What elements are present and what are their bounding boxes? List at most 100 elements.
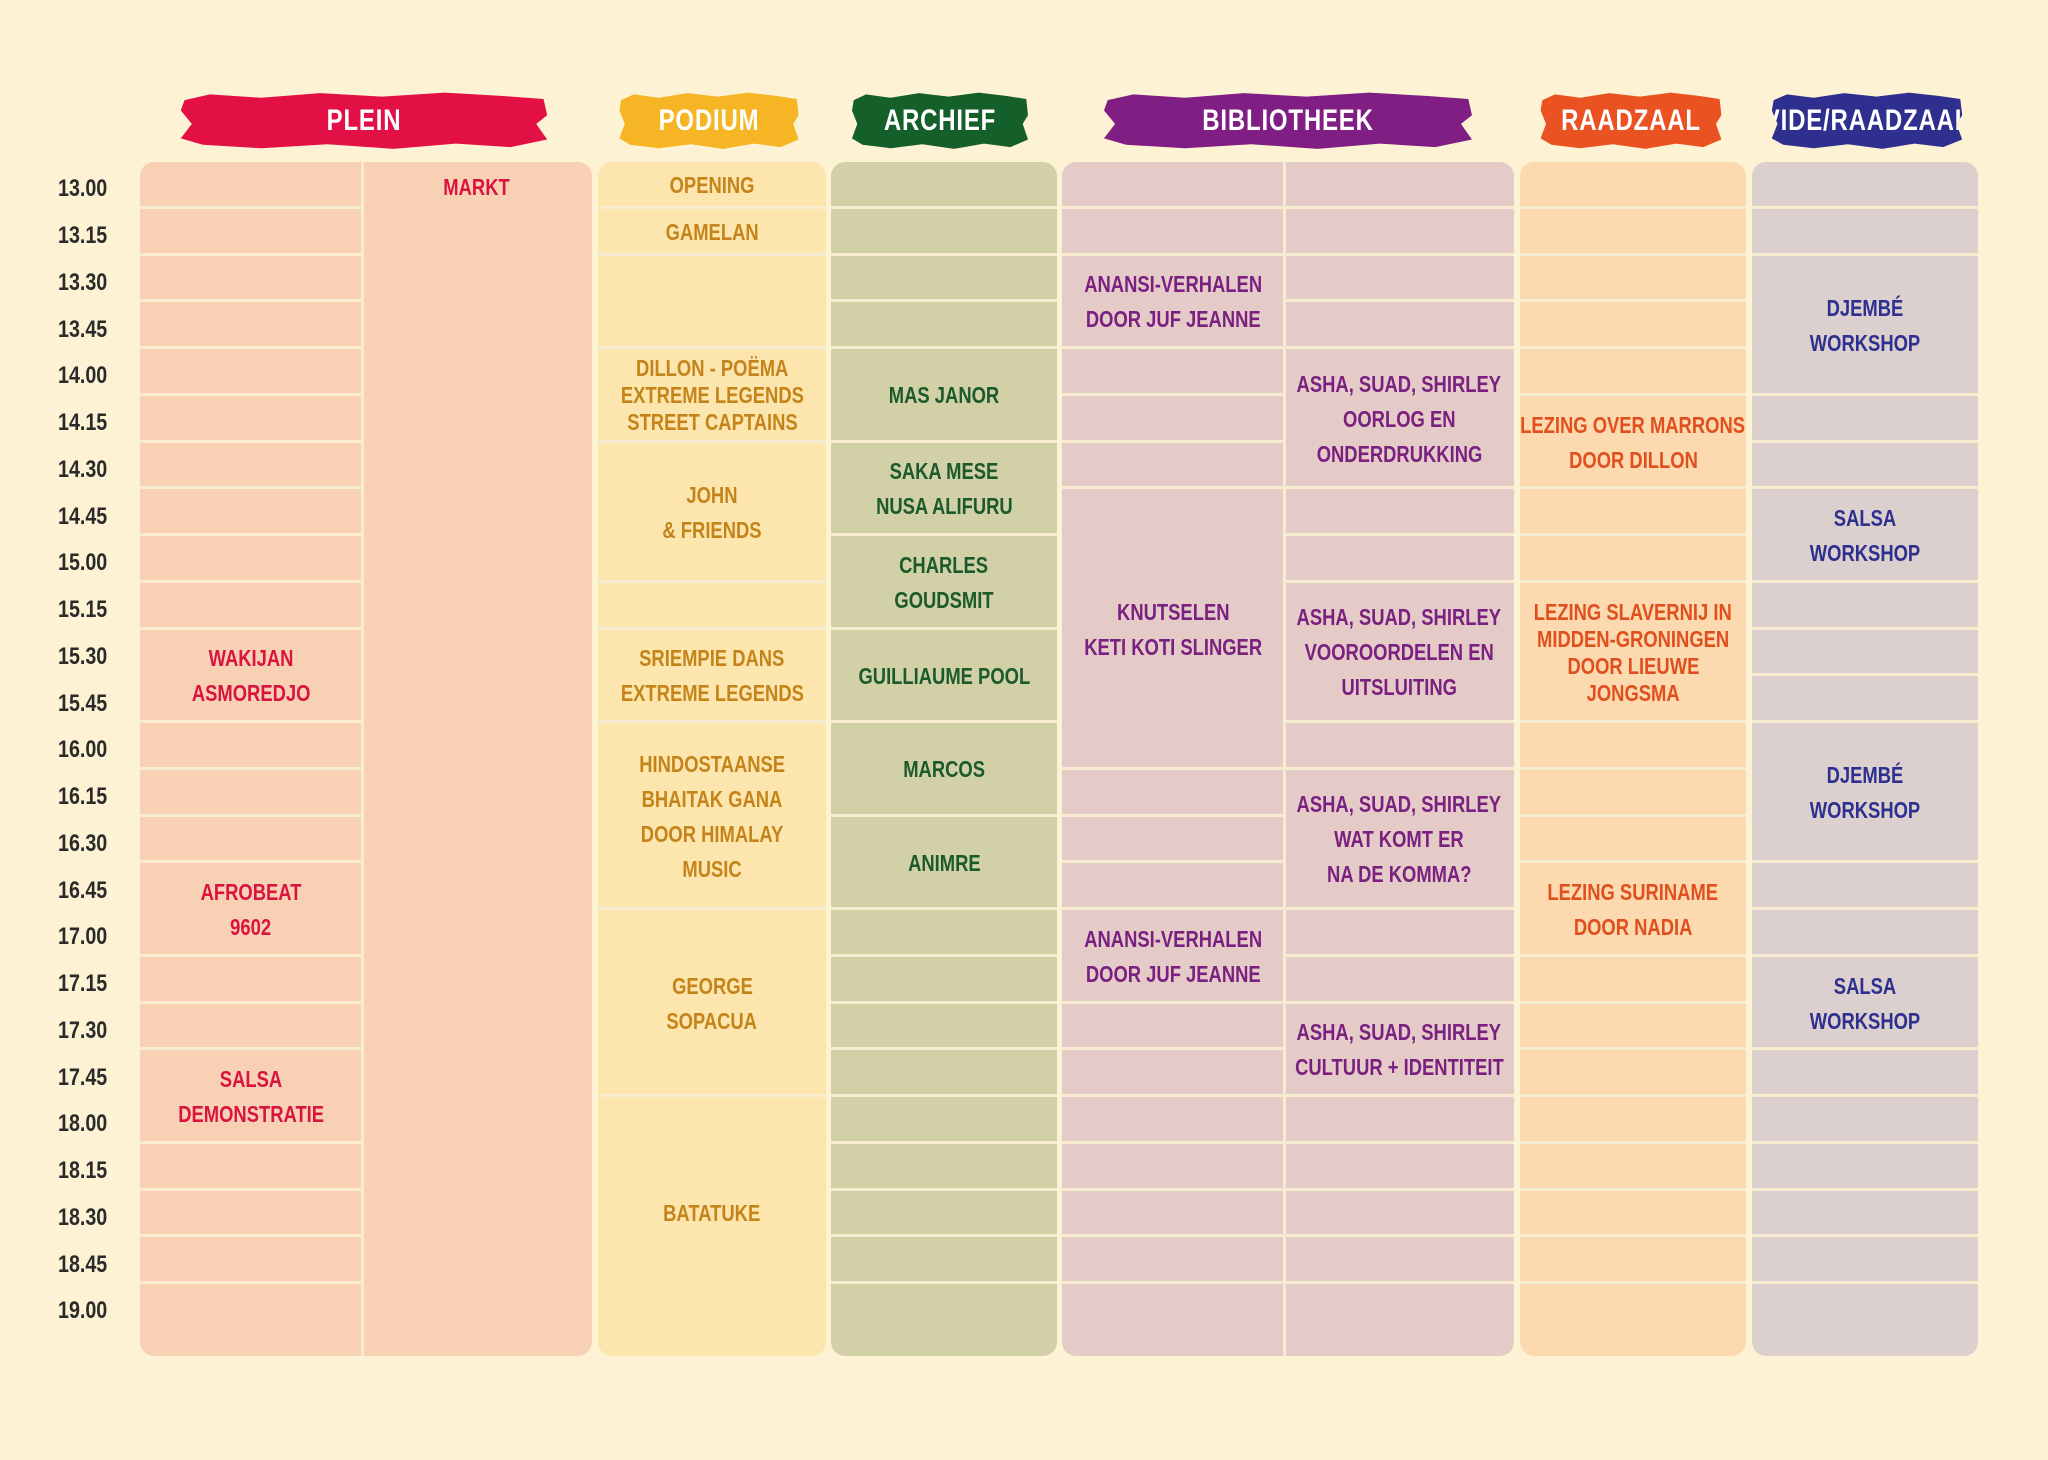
event-title-line: WAKIJAN xyxy=(208,645,294,672)
event-archief[interactable]: SAKA MESE NUSA ALIFURU xyxy=(831,443,1057,537)
time-slot xyxy=(1284,209,1514,256)
subcolumn-divider xyxy=(361,162,364,1356)
event-plein[interactable]: AFROBEAT 9602 xyxy=(140,863,362,957)
time-slot xyxy=(1752,1191,1978,1238)
event-podium[interactable]: GAMELAN xyxy=(598,209,826,256)
time-slot xyxy=(1520,536,1746,583)
event-bibliotheek[interactable]: ASHA, SUAD, SHIRLEY WAT KOMT ER NA DE KOMM… xyxy=(1284,770,1514,910)
event-archief[interactable]: MAS JANOR xyxy=(831,349,1057,443)
time-slot xyxy=(1062,910,1284,1004)
venue-header-podium: PODIUM xyxy=(619,92,799,149)
event-podium[interactable]: BATATUKE xyxy=(598,1097,826,1331)
event-podium[interactable]: HINDOSTAANSE BHAITAK GANA DOOR HIMALAY MUSI… xyxy=(598,723,826,910)
event-vide[interactable]: SALSA WORKSHOP xyxy=(1752,489,1978,583)
time-slot xyxy=(1520,817,1746,864)
time-label: 15.15 xyxy=(58,596,108,624)
time-slot xyxy=(1062,1004,1284,1051)
event-title-line: DOOR NADIA xyxy=(1573,914,1693,940)
time-label: 13.15 xyxy=(58,222,108,250)
venue-header-raadzaal: RAADZAAL xyxy=(1540,92,1722,149)
event-raadzaal[interactable]: LEZING SLAVERNIJ IN MIDDEN-GRONINGEN DOOR … xyxy=(1520,583,1746,723)
time-label: 16.15 xyxy=(58,783,108,811)
event-title-line: ONDERDRUKKING xyxy=(1316,440,1482,467)
event-title-line: GOUDSMIT xyxy=(894,586,994,613)
time-slot xyxy=(1284,536,1514,583)
event-vide[interactable]: DJEMBÉ WORKSHOP xyxy=(1752,256,1978,396)
time-slot xyxy=(598,349,826,443)
time-slot xyxy=(140,723,362,770)
time-slot xyxy=(1062,256,1284,349)
time-slot xyxy=(1520,863,1746,957)
event-title-line: DOOR LIEUWE xyxy=(1567,652,1699,679)
event-title-line: GUILLIAUME POOL xyxy=(858,662,1030,689)
time-slot xyxy=(1284,489,1514,536)
time-slot xyxy=(140,396,362,443)
event-title-line: ASHA, SUAD, SHIRLEY xyxy=(1296,1019,1502,1046)
time-slot xyxy=(1752,676,1978,723)
event-title-line: AFROBEAT xyxy=(200,879,302,905)
time-slot xyxy=(1520,396,1746,490)
time-slot xyxy=(1752,396,1978,443)
event-podium[interactable]: SRIEMPIE DANS EXTREME LEGENDS xyxy=(598,630,826,724)
event-bibliotheek[interactable]: ASHA, SUAD, SHIRLEY VOOROORDELEN EN UITSLU… xyxy=(1284,583,1514,723)
time-slot xyxy=(598,910,826,1097)
time-slot xyxy=(1062,396,1284,443)
time-slot xyxy=(1062,1237,1284,1284)
time-slot xyxy=(140,302,362,349)
time-slot xyxy=(140,630,362,723)
event-plein[interactable]: WAKIJAN ASMOREDJO xyxy=(140,630,362,724)
event-title-line: STREET CAPTAINS xyxy=(626,409,798,436)
event-title-line: DILLON - POËMA xyxy=(635,355,789,382)
time-slot xyxy=(1284,1191,1514,1238)
event-title-line: EXTREME LEGENDS xyxy=(620,680,804,707)
event-bibliotheek[interactable]: ANANSI-VERHALEN DOOR JUF JEANNE xyxy=(1062,256,1284,350)
time-slot xyxy=(1062,1050,1284,1097)
time-label: 13.30 xyxy=(58,268,108,296)
event-vide[interactable]: SALSA WORKSHOP xyxy=(1752,957,1978,1051)
time-slot xyxy=(1284,1237,1514,1284)
event-title-line: SRIEMPIE DANS xyxy=(639,645,785,672)
event-bibliotheek[interactable]: ASHA, SUAD, SHIRLEY OORLOG EN ONDERDRUKKIN… xyxy=(1284,349,1514,489)
time-slot xyxy=(140,1004,362,1051)
venue-column-podium xyxy=(598,162,826,1356)
time-slot xyxy=(140,1284,362,1331)
event-title-line: ASHA, SUAD, SHIRLEY xyxy=(1296,370,1502,397)
time-slot xyxy=(1284,1284,1514,1331)
event-bibliotheek[interactable]: KNUTSELEN KETI KOTI SLINGER xyxy=(1062,489,1284,770)
event-archief[interactable]: ANIMRE xyxy=(831,817,1057,911)
event-plein[interactable]: SALSA DEMONSTRATIE xyxy=(140,1050,362,1144)
event-title-line: LEZING SLAVERNIJ IN xyxy=(1534,598,1732,625)
event-vide[interactable]: DJEMBÉ WORKSHOP xyxy=(1752,723,1978,863)
time-slot xyxy=(831,302,1057,349)
time-slot xyxy=(1284,723,1514,770)
event-podium[interactable]: GEORGE SOPACUA xyxy=(598,910,826,1097)
event-archief[interactable]: MARCOS xyxy=(831,723,1057,817)
time-slot xyxy=(1520,256,1746,303)
time-slot xyxy=(1520,1004,1746,1051)
time-slot xyxy=(140,162,362,209)
event-plein[interactable]: MARKT xyxy=(362,164,592,211)
event-bibliotheek[interactable]: ASHA, SUAD, SHIRLEY CULTUUR + IDENTITEIT xyxy=(1284,1004,1514,1098)
event-podium[interactable]: DILLON - POËMA EXTREME LEGENDS STREET CAPT… xyxy=(598,349,826,443)
event-title-line: WORKSHOP xyxy=(1809,329,1921,356)
time-slot xyxy=(598,209,826,256)
event-raadzaal[interactable]: LEZING OVER MARRONS DOOR DILLON xyxy=(1520,396,1746,490)
time-slot xyxy=(1062,1284,1284,1331)
venue-header-archief: ARCHIEF xyxy=(852,92,1028,149)
event-title-line: SAKA MESE xyxy=(889,458,999,485)
event-raadzaal[interactable]: LEZING SURINAME DOOR NADIA xyxy=(1520,863,1746,957)
event-bibliotheek[interactable]: ANANSI-VERHALEN DOOR JUF JEANNE xyxy=(1062,910,1284,1004)
event-title-line: ASHA, SUAD, SHIRLEY xyxy=(1296,791,1502,818)
event-archief[interactable]: GUILLIAUME POOL xyxy=(831,630,1057,724)
time-slot xyxy=(1284,162,1514,209)
event-title-line: MUSIC xyxy=(682,855,742,882)
venue-header-plein: PLEIN xyxy=(180,92,548,149)
venue-column-raadzaal xyxy=(1520,162,1746,1356)
event-podium[interactable]: OPENING xyxy=(598,162,826,209)
time-slot xyxy=(140,1144,362,1191)
time-slot xyxy=(831,817,1057,910)
time-slot xyxy=(1752,723,1978,864)
event-podium[interactable]: JOHN & FRIENDS xyxy=(598,443,826,583)
event-archief[interactable]: CHARLES GOUDSMIT xyxy=(831,536,1057,630)
time-slot xyxy=(831,1097,1057,1144)
